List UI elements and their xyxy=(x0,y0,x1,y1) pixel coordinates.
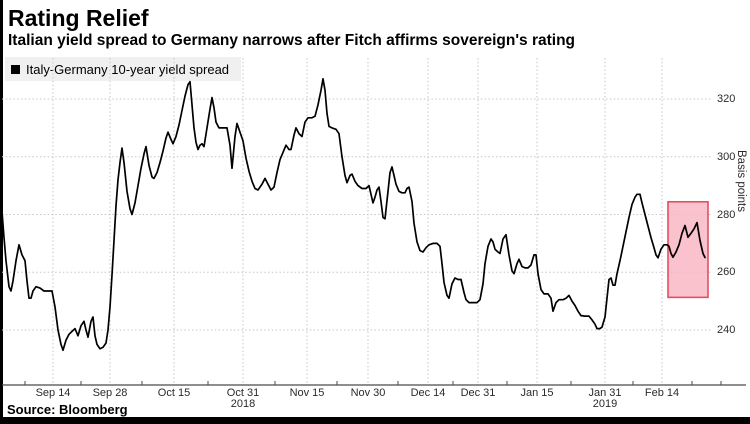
legend-series-swatch-icon xyxy=(11,64,20,74)
page-title: Rating Relief xyxy=(8,5,149,31)
spread-line xyxy=(1,77,706,352)
legend-series-label: Italy-Germany 10-year yield spread xyxy=(26,61,230,77)
y-axis-title: Basis points xyxy=(735,150,747,213)
y-axis-label: 300 xyxy=(717,150,736,163)
x-axis xyxy=(2,381,746,386)
x-axis-label: Feb 14 xyxy=(644,387,680,399)
x-axis-label: Dec 14 xyxy=(410,387,446,399)
x-axis-label: Sep 14 xyxy=(35,387,71,399)
x-axis-label: Nov 30 xyxy=(350,387,386,399)
y-axis-label: 320 xyxy=(717,93,736,105)
chart-subtitle: Italian yield spread to Germany narrows … xyxy=(8,32,576,49)
x-axis-label: Sep 28 xyxy=(92,387,128,399)
x-axis-label: Jan 31 xyxy=(588,387,622,399)
x-axis-year-label: 2019 xyxy=(592,398,618,410)
x-axis-label: Dec 31 xyxy=(460,387,496,399)
y-axis-label: 280 xyxy=(717,208,736,221)
spread-line-series xyxy=(1,77,706,352)
line-chart-plot xyxy=(1,58,746,386)
x-axis-label: Jan 15 xyxy=(520,387,554,399)
vertical-gridlines xyxy=(52,58,663,385)
y-axis-label: 240 xyxy=(717,324,736,336)
legend: Italy-Germany 10-year yield spread xyxy=(5,57,242,81)
x-axis-year-label: 2018 xyxy=(230,398,256,410)
x-axis-label: Oct 15 xyxy=(157,387,191,399)
y-axis-label: 260 xyxy=(717,266,736,279)
x-axis-label: Oct 31 xyxy=(226,387,260,399)
x-axis-label: Nov 15 xyxy=(289,387,325,399)
source-credit: Source: Bloomberg xyxy=(7,402,128,417)
bottom-border-bar xyxy=(0,417,750,424)
